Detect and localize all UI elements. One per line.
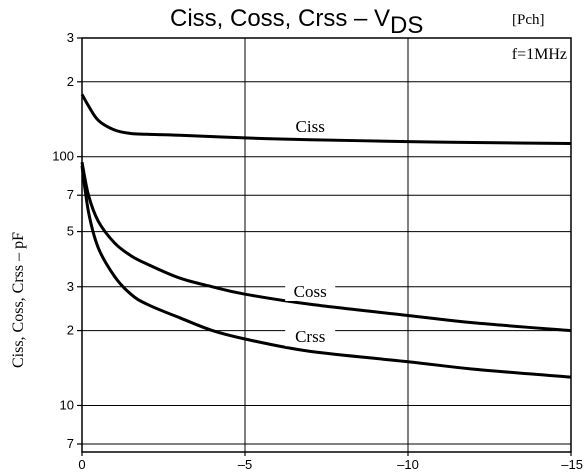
series-label-background	[285, 117, 336, 137]
chart-title-subscript: DS	[390, 12, 423, 39]
tick-labels: 7 10 2 3 5 7 100 2 3 0 –5 –10 –15	[52, 30, 583, 472]
frequency-annotation: f=1MHz	[512, 46, 567, 63]
series-label-coss: Coss	[294, 282, 327, 301]
series-line-crss	[80, 165, 572, 379]
series-label-ciss: Ciss	[296, 117, 325, 136]
series-label-background	[285, 327, 336, 347]
y-tick-label: 2	[67, 74, 74, 89]
y-tick-label: 2	[67, 323, 74, 338]
x-tick-label: –15	[561, 457, 583, 472]
y-axis-label: Ciss, Coss, Crss – pF	[10, 232, 27, 368]
series-curves: Ciss Coss Crss	[80, 93, 572, 379]
x-tick-label: –5	[238, 457, 252, 472]
x-tick-label: 0	[78, 457, 85, 472]
series-line-ciss	[80, 93, 572, 145]
y-tick-label: 100	[52, 149, 74, 164]
chart-title: Ciss, Coss, Crss – VDS	[170, 5, 423, 39]
x-tick-label: –10	[397, 457, 419, 472]
series-label-background	[285, 281, 336, 301]
y-tick-label: 5	[67, 224, 74, 239]
series-label-crss: Crss	[295, 327, 325, 346]
y-tick-label: 7	[67, 187, 74, 202]
grid	[82, 37, 571, 452]
y-tick-label: 3	[67, 279, 74, 294]
series-line-coss	[80, 161, 572, 333]
chart-title-tag: [Pch]	[512, 12, 545, 28]
plot-frame	[81, 37, 572, 453]
y-tick-label: 3	[67, 30, 74, 45]
y-tick-label: 7	[67, 436, 74, 451]
y-tick-label: 10	[60, 397, 74, 412]
